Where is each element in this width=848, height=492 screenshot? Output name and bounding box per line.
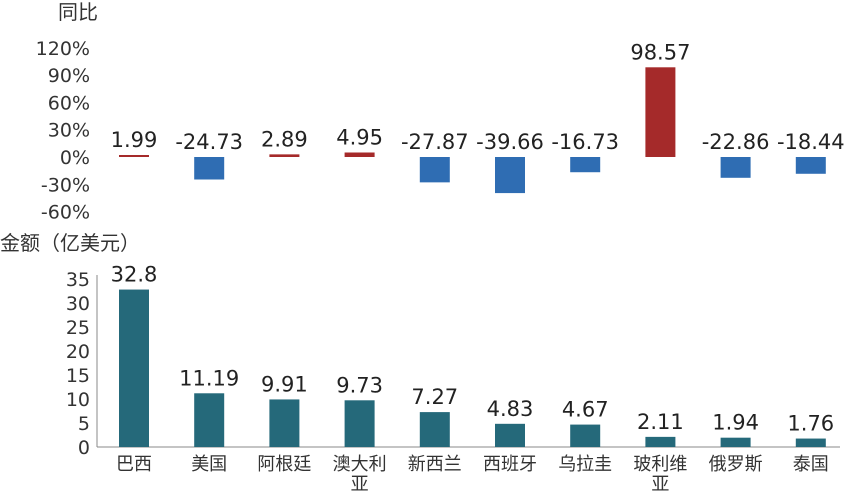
amount-data-label: 7.27 [411, 385, 458, 409]
yoy-data-label: -22.86 [702, 130, 770, 154]
category-label: 巴西 [116, 454, 152, 475]
amount-bar [645, 436, 676, 447]
yoy-panel: 同比 120% 90% 60% 30% 0% -30% -60% 1.99 -24.73 2.8… [36, 0, 845, 224]
yoy-tick-label: -60% [41, 202, 90, 224]
category-label: 玻利维 [633, 454, 687, 475]
yoy-tick-label: 90% [48, 65, 90, 87]
amount-tick-label: 20 [66, 341, 90, 363]
yoy-data-label: 4.95 [336, 125, 383, 149]
amount-data-label: 11.19 [179, 366, 239, 390]
yoy-y-ticks: 120% 90% 60% 30% 0% -30% -60% [36, 38, 90, 224]
yoy-bar [720, 157, 751, 178]
amount-data-label: 4.83 [487, 397, 534, 421]
amount-tick-label: 15 [66, 365, 90, 387]
yoy-data-labels: 1.99 -24.73 2.89 4.95 -27.87 -39.66 -16.73 98.5… [111, 40, 845, 154]
yoy-bar [119, 155, 149, 157]
amount-data-label: 32.8 [111, 263, 158, 287]
yoy-data-label: -24.73 [175, 130, 243, 154]
amount-data-label: 2.11 [637, 410, 684, 434]
yoy-data-label: 2.89 [261, 127, 308, 151]
category-label: 美国 [191, 454, 227, 475]
yoy-data-label: -16.73 [551, 130, 619, 154]
amount-bar [119, 289, 149, 447]
yoy-tick-label: 60% [48, 92, 90, 114]
amount-bar [795, 438, 826, 447]
amount-tick-label: 10 [66, 389, 90, 411]
amount-axis-label: 金额（亿美元） [0, 231, 140, 255]
yoy-data-label: -18.44 [777, 130, 845, 154]
amount-bar [570, 424, 601, 447]
amount-data-label: 9.73 [336, 373, 383, 397]
yoy-bar [645, 67, 676, 157]
amount-bar [269, 399, 300, 447]
yoy-axis-label: 同比 [58, 0, 98, 24]
amount-bar [495, 423, 525, 447]
amount-bars [119, 289, 826, 447]
yoy-tick-label: -30% [41, 174, 90, 196]
amount-data-label: 9.91 [261, 372, 308, 396]
yoy-data-label: 98.57 [630, 40, 690, 64]
yoy-tick-label: 120% [36, 38, 90, 60]
amount-tick-label: 5 [78, 413, 90, 435]
yoy-tick-label: 0% [60, 147, 90, 169]
amount-bar [344, 400, 375, 447]
yoy-bars [119, 67, 826, 194]
amount-bar [720, 437, 751, 447]
category-label: 西班牙 [483, 454, 537, 475]
yoy-bar [269, 154, 300, 157]
category-label: 澳大利 [333, 454, 387, 475]
yoy-data-label: -39.66 [476, 130, 544, 154]
amount-data-labels: 32.8 11.19 9.91 9.73 7.27 4.83 4.67 2.11 1.94 1.7… [111, 263, 835, 436]
amount-data-label: 4.67 [562, 398, 609, 422]
category-label: 阿根廷 [257, 454, 311, 475]
yoy-data-label: 1.99 [111, 128, 158, 152]
category-label: 新西兰 [408, 454, 462, 475]
amount-bar [194, 393, 225, 447]
yoy-bar [194, 157, 225, 180]
category-label: 乌拉圭 [558, 454, 612, 475]
yoy-bar [419, 157, 450, 183]
amount-tick-label: 0 [78, 437, 90, 459]
amount-bar [419, 412, 450, 447]
amount-tick-label: 30 [66, 293, 90, 315]
category-label: 俄罗斯 [709, 454, 763, 475]
yoy-bar [495, 157, 525, 194]
amount-data-label: 1.94 [712, 411, 759, 435]
yoy-bar [570, 157, 601, 173]
category-label: 亚 [651, 474, 669, 492]
category-label: 泰国 [793, 454, 829, 475]
amount-tick-label: 35 [66, 269, 90, 291]
yoy-data-label: -27.87 [401, 130, 469, 154]
yoy-bar [344, 152, 375, 157]
yoy-bar [795, 157, 826, 174]
category-label: 亚 [351, 474, 369, 492]
amount-tick-label: 25 [66, 317, 90, 339]
amount-data-label: 1.76 [787, 412, 834, 436]
yoy-tick-label: 30% [48, 120, 90, 142]
